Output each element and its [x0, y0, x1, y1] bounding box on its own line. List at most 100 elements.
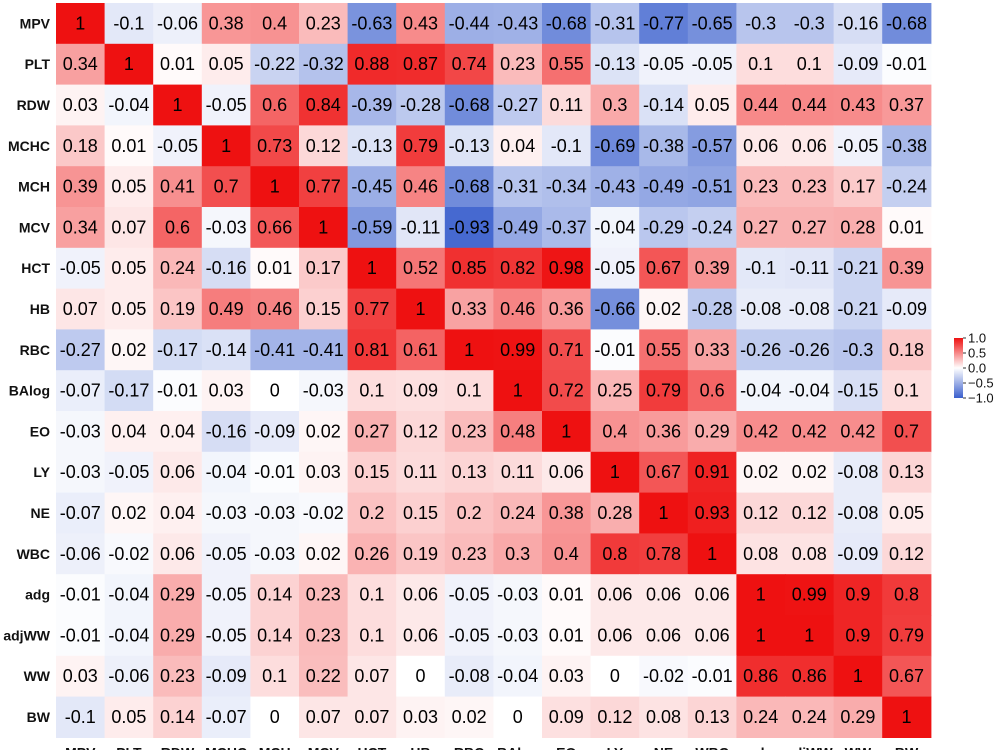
- cell-value-label: 0.08: [646, 707, 681, 727]
- heatmap-cell: [493, 655, 543, 698]
- heatmap-cell: [396, 696, 446, 738]
- y-tick-label: LY: [33, 464, 50, 480]
- cell-value-label: 0.18: [889, 340, 924, 360]
- x-tick-label: adg: [748, 744, 773, 750]
- cell-value-label: -0.05: [206, 95, 247, 115]
- heatmap-cell: [347, 43, 397, 86]
- cell-value-label: 1: [901, 707, 911, 727]
- heatmap-cell: [493, 43, 543, 86]
- heatmap-cell: [201, 492, 251, 534]
- cell-value-label: 0.14: [257, 625, 292, 645]
- cell-value-label: -0.21: [837, 258, 878, 278]
- cell-value-label: 0.06: [792, 136, 827, 156]
- cell-value-label: 0.99: [792, 585, 827, 605]
- y-tick-label: MCHC: [8, 138, 50, 154]
- heatmap-cell: [153, 655, 203, 698]
- cell-value-label: 0.02: [306, 544, 341, 564]
- cell-value-label: 0.08: [792, 544, 827, 564]
- cell-value-label: 0.02: [743, 462, 778, 482]
- heatmap-cell: [299, 615, 349, 657]
- heatmap-cell: [736, 533, 786, 575]
- cell-value-label: -0.28: [692, 299, 733, 319]
- heatmap-cell: [347, 329, 397, 371]
- heatmap-cell: [493, 247, 543, 290]
- heatmap-cell: [590, 370, 640, 412]
- heatmap-cell: [639, 247, 689, 290]
- cell-value-label: 0.23: [452, 544, 487, 564]
- heatmap-cell: [687, 207, 737, 249]
- heatmap-cell: [639, 207, 689, 249]
- cell-value-label: 0.24: [500, 503, 535, 523]
- heatmap-cell: [396, 207, 446, 249]
- cell-value-label: 0.14: [257, 585, 292, 605]
- cell-value-label: -0.31: [497, 177, 538, 197]
- heatmap-cell: [396, 492, 446, 534]
- cell-value-label: -0.11: [789, 258, 829, 278]
- heatmap-cell: [56, 696, 106, 738]
- heatmap-cell: [299, 43, 349, 86]
- heatmap-cell: [153, 411, 203, 453]
- cell-value-label: -0.01: [60, 625, 101, 645]
- heatmap-cell: [882, 615, 932, 657]
- cell-value-label: -0.1: [551, 136, 582, 156]
- heatmap-cell: [250, 655, 300, 698]
- heatmap-cell: [250, 574, 300, 616]
- cell-value-label: -0.05: [206, 544, 247, 564]
- heatmap-cell: [687, 247, 737, 290]
- cell-value-label: 0: [270, 707, 280, 727]
- heatmap-cell: [347, 655, 397, 698]
- cell-value-label: 0.02: [792, 462, 827, 482]
- cell-value-label: -0.05: [206, 625, 247, 645]
- heatmap-cell: [833, 329, 883, 371]
- heatmap-cell: [785, 125, 835, 167]
- cell-value-label: 1: [367, 258, 377, 278]
- heatmap-cell: [493, 696, 543, 738]
- heatmap-cell: [736, 247, 786, 290]
- cell-value-label: 0.79: [403, 136, 438, 156]
- cell-value-label: 0.01: [889, 217, 924, 237]
- cell-value-label: -0.05: [692, 54, 733, 74]
- heatmap-cell: [444, 207, 494, 249]
- heatmap-cell: [299, 166, 349, 208]
- heatmap-cell: [590, 492, 640, 534]
- heatmap-cell: [396, 655, 446, 698]
- x-tick-label: EO: [556, 744, 576, 750]
- heatmap-cell: [493, 84, 543, 126]
- cell-value-label: 1: [464, 340, 474, 360]
- cell-value-label: -0.68: [449, 177, 490, 197]
- cell-value-label: -0.93: [449, 217, 490, 237]
- colorbar: 1.00.50.0−0.5−1.0: [954, 331, 994, 406]
- heatmap-cell: [104, 451, 154, 494]
- cell-value-label: 0.42: [792, 421, 827, 441]
- heatmap-cell: [153, 288, 203, 330]
- y-tick-label: BAlog: [9, 383, 50, 399]
- heatmap-cell: [590, 655, 640, 698]
- cell-value-label: -0.08: [789, 299, 830, 319]
- heatmap-cell: [56, 533, 106, 575]
- x-tick-label: LY: [607, 744, 624, 750]
- cell-value-label: 0.02: [452, 707, 487, 727]
- cell-value-label: 0.36: [646, 421, 681, 441]
- cell-value-label: -0.03: [254, 544, 295, 564]
- heatmap-cell: [882, 288, 932, 330]
- heatmap-cell: [396, 533, 446, 575]
- heatmap-cell: [493, 288, 543, 330]
- cell-value-label: 0.3: [602, 95, 627, 115]
- cell-value-label: 0.87: [403, 54, 438, 74]
- cell-value-label: 0.28: [597, 503, 632, 523]
- heatmap-cell: [736, 166, 786, 208]
- cell-value-label: 0.93: [695, 503, 730, 523]
- heatmap-cell: [833, 84, 883, 126]
- heatmap-cell: [444, 696, 494, 738]
- cell-value-label: -0.31: [594, 13, 635, 33]
- cell-value-label: -0.13: [594, 54, 635, 74]
- cell-value-label: 0.12: [403, 421, 438, 441]
- cell-value-label: 0: [270, 381, 280, 401]
- heatmap-cell: [153, 329, 203, 371]
- cell-value-label: 0.28: [840, 217, 875, 237]
- x-axis-labels: MPV PLT RDW MCHC MCH MCV HCT HB RBC BAlog EO LY NE WB…: [65, 744, 919, 750]
- heatmap-cell: [493, 166, 543, 208]
- heatmap-cell: [153, 84, 203, 126]
- cell-value-label: 0.03: [63, 666, 98, 686]
- heatmap-cell: [56, 492, 106, 534]
